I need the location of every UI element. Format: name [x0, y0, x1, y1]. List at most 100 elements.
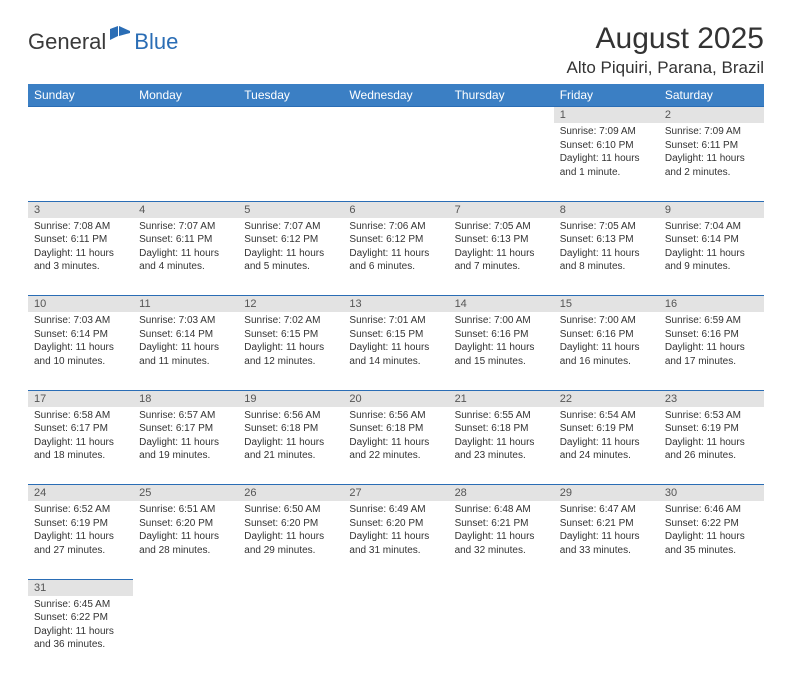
daylight-text: and 18 minutes.	[34, 449, 127, 463]
daynum-row: 24252627282930	[28, 485, 764, 502]
day-details-cell: Sunrise: 6:55 AMSunset: 6:18 PMDaylight:…	[449, 407, 554, 485]
sunrise-text: Sunrise: 6:55 AM	[455, 409, 548, 423]
day-number: 22	[560, 393, 572, 405]
daylight-text: Daylight: 11 hours	[34, 625, 127, 639]
daylight-text: and 2 minutes.	[665, 166, 758, 180]
daylight-text: Daylight: 11 hours	[139, 341, 232, 355]
sunrise-text: Sunrise: 6:54 AM	[560, 409, 653, 423]
daylight-text: and 16 minutes.	[560, 355, 653, 369]
sunrise-text: Sunrise: 6:47 AM	[560, 503, 653, 517]
day-number-cell: 9	[659, 201, 764, 218]
day-number-cell: 6	[343, 201, 448, 218]
daynum-row: 10111213141516	[28, 296, 764, 313]
day-number: 13	[349, 298, 361, 310]
weekday-header: Sunday	[28, 84, 133, 107]
day-details-cell	[343, 123, 448, 201]
day-details-cell: Sunrise: 7:05 AMSunset: 6:13 PMDaylight:…	[554, 218, 659, 296]
sunset-text: Sunset: 6:21 PM	[455, 517, 548, 531]
day-details-cell: Sunrise: 6:49 AMSunset: 6:20 PMDaylight:…	[343, 501, 448, 579]
day-details-cell	[238, 596, 343, 674]
sunset-text: Sunset: 6:10 PM	[560, 139, 653, 153]
day-number-cell: 27	[343, 485, 448, 502]
daylight-text: Daylight: 11 hours	[349, 341, 442, 355]
sunrise-text: Sunrise: 7:00 AM	[560, 314, 653, 328]
day-details-cell	[449, 123, 554, 201]
sunset-text: Sunset: 6:16 PM	[455, 328, 548, 342]
sunrise-text: Sunrise: 7:04 AM	[665, 220, 758, 234]
day-number-cell	[449, 107, 554, 124]
logo: General Blue	[28, 26, 178, 57]
day-number: 6	[349, 204, 355, 216]
day-number: 9	[665, 204, 671, 216]
daylight-text: and 27 minutes.	[34, 544, 127, 558]
daylight-text: and 32 minutes.	[455, 544, 548, 558]
sunset-text: Sunset: 6:13 PM	[560, 233, 653, 247]
daylight-text: Daylight: 11 hours	[665, 247, 758, 261]
sunset-text: Sunset: 6:12 PM	[349, 233, 442, 247]
sunset-text: Sunset: 6:13 PM	[455, 233, 548, 247]
daynum-row: 31	[28, 579, 764, 596]
day-details-cell: Sunrise: 6:50 AMSunset: 6:20 PMDaylight:…	[238, 501, 343, 579]
daylight-text: and 5 minutes.	[244, 260, 337, 274]
sunrise-text: Sunrise: 6:48 AM	[455, 503, 548, 517]
sunrise-text: Sunrise: 7:09 AM	[665, 125, 758, 139]
day-number: 10	[34, 298, 46, 310]
day-details-cell	[28, 123, 133, 201]
sunrise-text: Sunrise: 6:57 AM	[139, 409, 232, 423]
sunrise-text: Sunrise: 6:58 AM	[34, 409, 127, 423]
day-number-cell: 3	[28, 201, 133, 218]
day-details-cell: Sunrise: 7:03 AMSunset: 6:14 PMDaylight:…	[133, 312, 238, 390]
details-row: Sunrise: 6:58 AMSunset: 6:17 PMDaylight:…	[28, 407, 764, 485]
daylight-text: and 9 minutes.	[665, 260, 758, 274]
title-block: August 2025 Alto Piquiri, Parana, Brazil	[567, 22, 764, 78]
sunrise-text: Sunrise: 7:05 AM	[560, 220, 653, 234]
sunset-text: Sunset: 6:22 PM	[665, 517, 758, 531]
day-details-cell: Sunrise: 6:45 AMSunset: 6:22 PMDaylight:…	[28, 596, 133, 674]
weekday-header: Saturday	[659, 84, 764, 107]
day-details-cell: Sunrise: 6:57 AMSunset: 6:17 PMDaylight:…	[133, 407, 238, 485]
day-number-cell	[133, 579, 238, 596]
daylight-text: and 24 minutes.	[560, 449, 653, 463]
sunset-text: Sunset: 6:14 PM	[139, 328, 232, 342]
sunrise-text: Sunrise: 6:56 AM	[349, 409, 442, 423]
day-number: 15	[560, 298, 572, 310]
day-number-cell	[449, 579, 554, 596]
daylight-text: Daylight: 11 hours	[560, 247, 653, 261]
daylight-text: and 28 minutes.	[139, 544, 232, 558]
day-number: 5	[244, 204, 250, 216]
day-details-cell: Sunrise: 7:07 AMSunset: 6:12 PMDaylight:…	[238, 218, 343, 296]
sunset-text: Sunset: 6:22 PM	[34, 611, 127, 625]
sunrise-text: Sunrise: 6:46 AM	[665, 503, 758, 517]
day-number: 30	[665, 487, 677, 499]
day-details-cell: Sunrise: 6:48 AMSunset: 6:21 PMDaylight:…	[449, 501, 554, 579]
day-details-cell: Sunrise: 6:46 AMSunset: 6:22 PMDaylight:…	[659, 501, 764, 579]
weekday-header: Friday	[554, 84, 659, 107]
sunrise-text: Sunrise: 6:52 AM	[34, 503, 127, 517]
day-number-cell: 22	[554, 390, 659, 407]
day-details-cell: Sunrise: 7:01 AMSunset: 6:15 PMDaylight:…	[343, 312, 448, 390]
daylight-text: Daylight: 11 hours	[34, 530, 127, 544]
details-row: Sunrise: 6:45 AMSunset: 6:22 PMDaylight:…	[28, 596, 764, 674]
daynum-row: 3456789	[28, 201, 764, 218]
day-number: 11	[139, 298, 150, 310]
day-number-cell	[343, 579, 448, 596]
sunset-text: Sunset: 6:15 PM	[244, 328, 337, 342]
daylight-text: Daylight: 11 hours	[349, 247, 442, 261]
daylight-text: Daylight: 11 hours	[244, 530, 337, 544]
sunset-text: Sunset: 6:18 PM	[455, 422, 548, 436]
daylight-text: Daylight: 11 hours	[34, 341, 127, 355]
calendar-table: Sunday Monday Tuesday Wednesday Thursday…	[28, 84, 764, 674]
daylight-text: and 8 minutes.	[560, 260, 653, 274]
day-details-cell: Sunrise: 6:56 AMSunset: 6:18 PMDaylight:…	[238, 407, 343, 485]
day-number: 31	[34, 582, 46, 594]
daylight-text: Daylight: 11 hours	[665, 530, 758, 544]
daylight-text: and 35 minutes.	[665, 544, 758, 558]
day-number-cell: 8	[554, 201, 659, 218]
day-details-cell: Sunrise: 6:59 AMSunset: 6:16 PMDaylight:…	[659, 312, 764, 390]
daylight-text: and 6 minutes.	[349, 260, 442, 274]
day-number-cell: 20	[343, 390, 448, 407]
weekday-header: Wednesday	[343, 84, 448, 107]
daylight-text: Daylight: 11 hours	[560, 341, 653, 355]
daylight-text: Daylight: 11 hours	[139, 436, 232, 450]
daylight-text: and 26 minutes.	[665, 449, 758, 463]
